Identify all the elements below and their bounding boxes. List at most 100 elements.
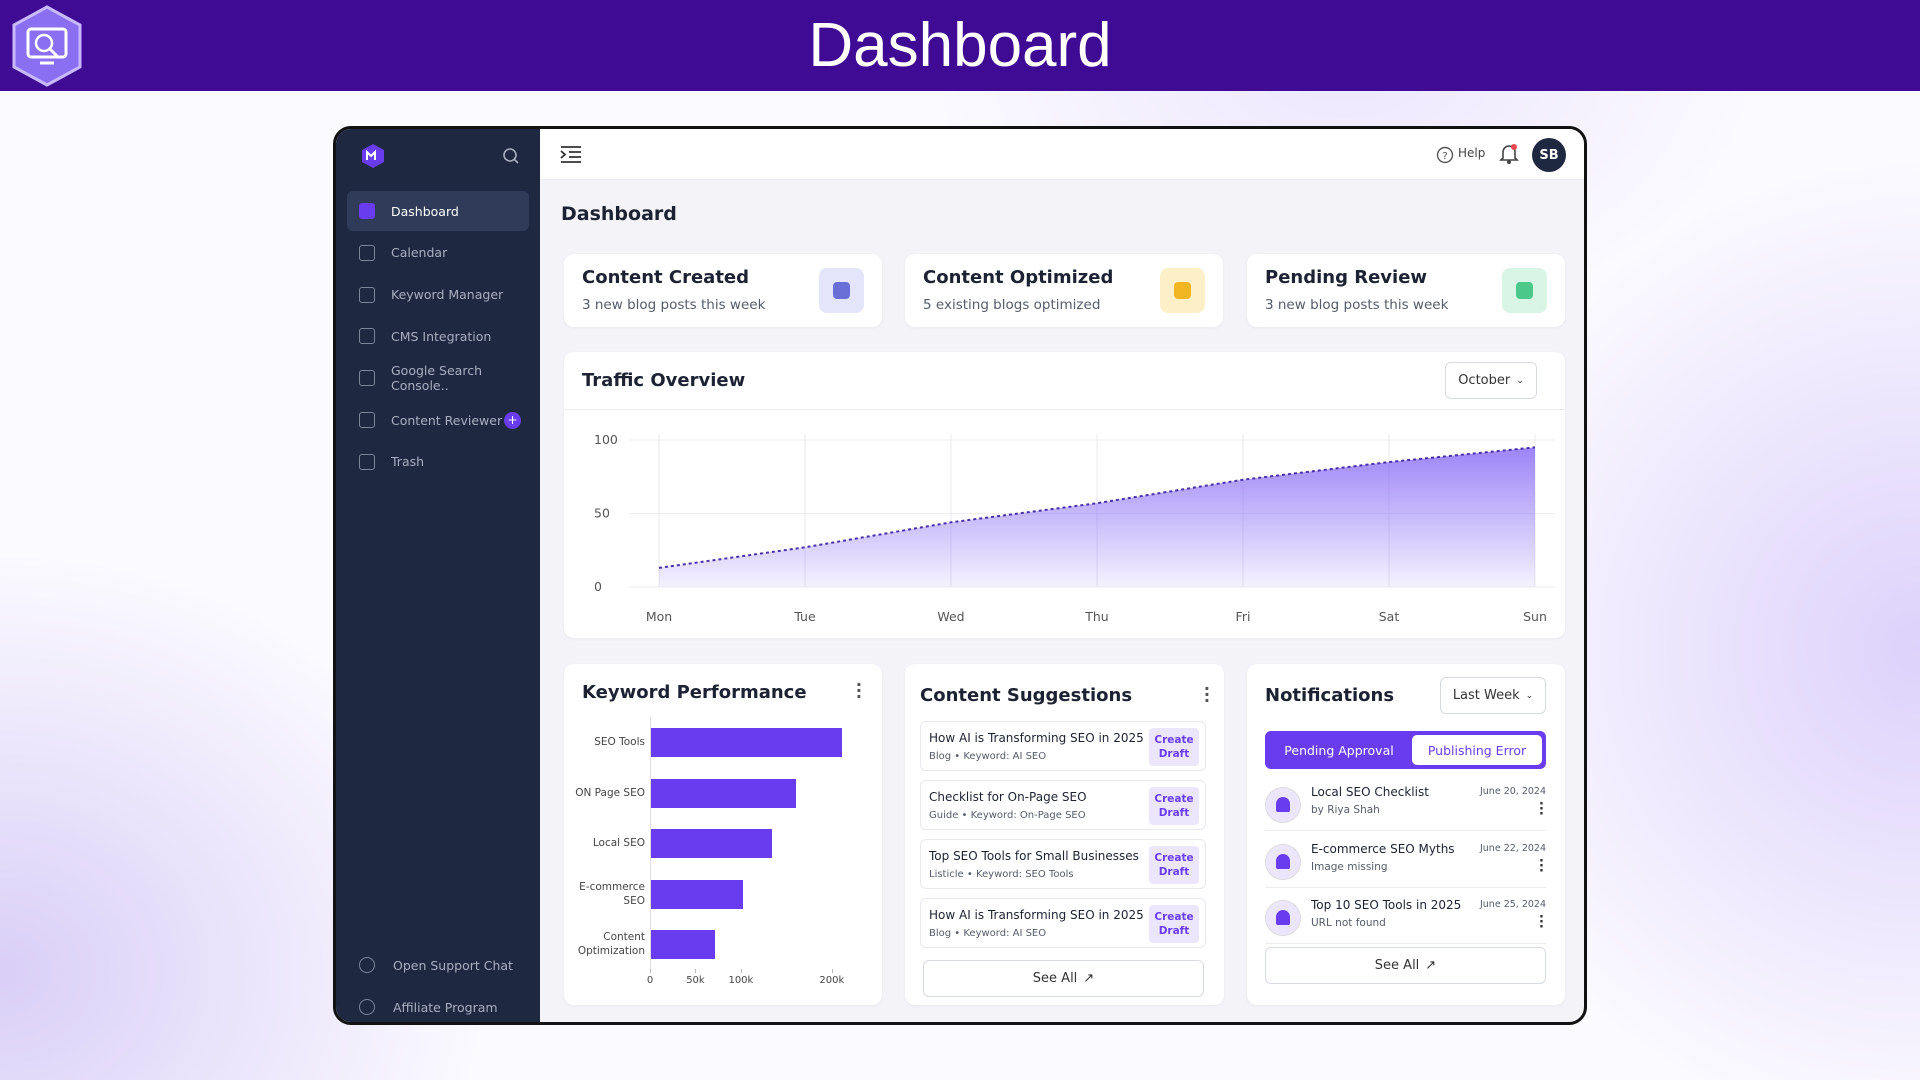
- suggestion-item: How AI is Transforming SEO in 2025 Blog •…: [920, 898, 1206, 948]
- create-draft-button[interactable]: Create Draft: [1149, 846, 1199, 884]
- create-draft-button[interactable]: Create Draft: [1149, 728, 1199, 766]
- more-menu[interactable]: · · ·: [1539, 910, 1544, 935]
- card-title: Traffic Overview: [582, 370, 746, 391]
- header-title: Dashboard: [808, 11, 1112, 80]
- bar: [650, 778, 797, 808]
- suggestion-meta: Listicle • Keyword: SEO Tools: [929, 869, 1074, 880]
- stat-icon: [1502, 268, 1547, 313]
- traffic-area: [659, 447, 1535, 587]
- app-logo: [12, 5, 82, 87]
- notification-item: E-commerce SEO Myths Image missing June 22…: [1265, 834, 1546, 888]
- sidebar-link[interactable]: Open Support Chat: [347, 945, 529, 985]
- notification-detail: URL not found: [1311, 917, 1386, 929]
- suggestion-item: Checklist for On-Page SEO Guide • Keyword…: [920, 780, 1206, 830]
- suggestion-title: How AI is Transforming SEO in 2025: [929, 908, 1144, 922]
- y-tick-label: 50: [594, 506, 610, 521]
- see-all-button[interactable]: See All ↗: [1265, 947, 1546, 984]
- notification-title: Local SEO Checklist: [1311, 785, 1429, 799]
- user-avatar[interactable]: SB: [1532, 138, 1566, 172]
- nav-item[interactable]: Trash: [347, 442, 529, 482]
- tab[interactable]: Pending Approval: [1284, 742, 1394, 758]
- svg-text:?: ?: [1442, 151, 1447, 162]
- menu-toggle[interactable]: [560, 145, 582, 163]
- notification-item: Local SEO Checklist by Riya Shah June 20, …: [1265, 777, 1546, 831]
- stat-subtitle: 5 existing blogs optimized: [923, 297, 1101, 313]
- y-tick-label: SEO Tools: [594, 736, 645, 748]
- page-title: Dashboard: [561, 203, 677, 225]
- create-draft-button[interactable]: Create Draft: [1149, 905, 1199, 943]
- nav-icon: [359, 370, 375, 387]
- bell-glyph: [1276, 910, 1290, 925]
- axis-line: [650, 717, 651, 969]
- card-title: Content Suggestions: [920, 685, 1133, 706]
- more-menu[interactable]: · · ·: [1539, 853, 1544, 879]
- card-title: Keyword Performance: [582, 682, 807, 703]
- x-tick-label: Fri: [1236, 609, 1251, 624]
- notification-bell[interactable]: [1499, 143, 1519, 165]
- x-tick-mark: [650, 969, 651, 973]
- header-bar: Dashboard: [0, 0, 1920, 91]
- more-menu[interactable]: · · ·: [855, 675, 862, 706]
- arrow-icon: ↗: [1083, 971, 1095, 986]
- more-menu[interactable]: · · ·: [1539, 797, 1544, 822]
- stat-subtitle: 3 new blog posts this week: [1265, 297, 1449, 313]
- bar: [650, 829, 772, 858]
- suggestion-title: Top SEO Tools for Small Businesses: [929, 849, 1139, 863]
- app-window: Dashboard Calendar Keyword Manager CMS Inte…: [333, 126, 1587, 1025]
- notification-title: E-commerce SEO Myths: [1311, 841, 1455, 856]
- nav-item[interactable]: Content Reviewer +: [347, 400, 529, 440]
- help-link[interactable]: Help: [1458, 146, 1486, 160]
- stat-title: Content Created: [582, 267, 750, 288]
- keyword-card: Keyword Performance · · · SEO Tools ON Page…: [564, 664, 882, 1005]
- x-tick-label: Tue: [793, 609, 816, 624]
- x-tick-label: 0: [646, 975, 654, 986]
- bell-glyph: [1276, 797, 1290, 812]
- nav-item[interactable]: Dashboard: [347, 191, 529, 231]
- search-icon[interactable]: [502, 147, 520, 165]
- help-icon: ?: [1436, 146, 1454, 164]
- bell-avatar: [1265, 843, 1301, 880]
- button-label: See All: [1374, 958, 1420, 973]
- tab[interactable]: Publishing Error: [1412, 735, 1542, 765]
- more-menu[interactable]: · · ·: [1203, 679, 1210, 710]
- nav-item[interactable]: Calendar: [347, 233, 529, 273]
- notification-item: Top 10 SEO Tools in 2025 URL not found Jun…: [1265, 890, 1546, 944]
- nav-item[interactable]: CMS Integration: [347, 316, 529, 356]
- chevron: ⌄: [1516, 375, 1524, 386]
- brand-icon: [362, 144, 384, 168]
- sidebar-link[interactable]: Affiliate Program: [347, 987, 529, 1022]
- notification-title: Top 10 SEO Tools in 2025: [1311, 898, 1462, 912]
- x-tick-label: Thu: [1084, 609, 1108, 624]
- x-tick-mark: [740, 969, 742, 973]
- x-tick-mark: [695, 969, 697, 973]
- x-tick-label: 50k: [686, 975, 705, 986]
- see-all-button[interactable]: See All ↗: [923, 960, 1204, 997]
- bar: [650, 930, 716, 959]
- link-icon: [359, 957, 375, 973]
- nav-item[interactable]: Google Search Console..: [347, 358, 529, 398]
- bar: [650, 879, 743, 909]
- divider: [564, 409, 1565, 410]
- notifications-card: Notifications Last Week ⌄ See All ↗ Pendin…: [1247, 664, 1565, 1005]
- filter-label: Last Week: [1452, 688, 1520, 703]
- y-tick-label: E-commerce SEO: [579, 880, 645, 907]
- stat-card: Content Created 3 new blog posts this wee…: [564, 254, 882, 327]
- month-filter[interactable]: October ⌄: [1445, 362, 1537, 399]
- bar: [650, 728, 842, 757]
- stat-card: Content Optimized 5 existing blogs optimi…: [905, 254, 1223, 327]
- notification-date: June 20, 2024: [1479, 786, 1546, 797]
- create-draft-button[interactable]: Create Draft: [1149, 787, 1199, 825]
- period-filter[interactable]: Last Week ⌄: [1440, 677, 1546, 714]
- notification-date: June 25, 2024: [1479, 899, 1546, 910]
- nav-icon: [359, 203, 375, 219]
- nav-icon: [359, 286, 375, 303]
- y-tick-label: Content Optimization: [577, 931, 645, 957]
- notification-detail: by Riya Shah: [1311, 804, 1380, 816]
- traffic-card: Traffic Overview October ⌄ 0 50 100 Mon Tue We…: [564, 352, 1565, 638]
- stat-title: Pending Review: [1265, 267, 1428, 288]
- y-tick-label: 0: [594, 579, 602, 594]
- x-tick-label: Wed: [937, 609, 964, 624]
- nav-item[interactable]: Keyword Manager: [347, 275, 529, 315]
